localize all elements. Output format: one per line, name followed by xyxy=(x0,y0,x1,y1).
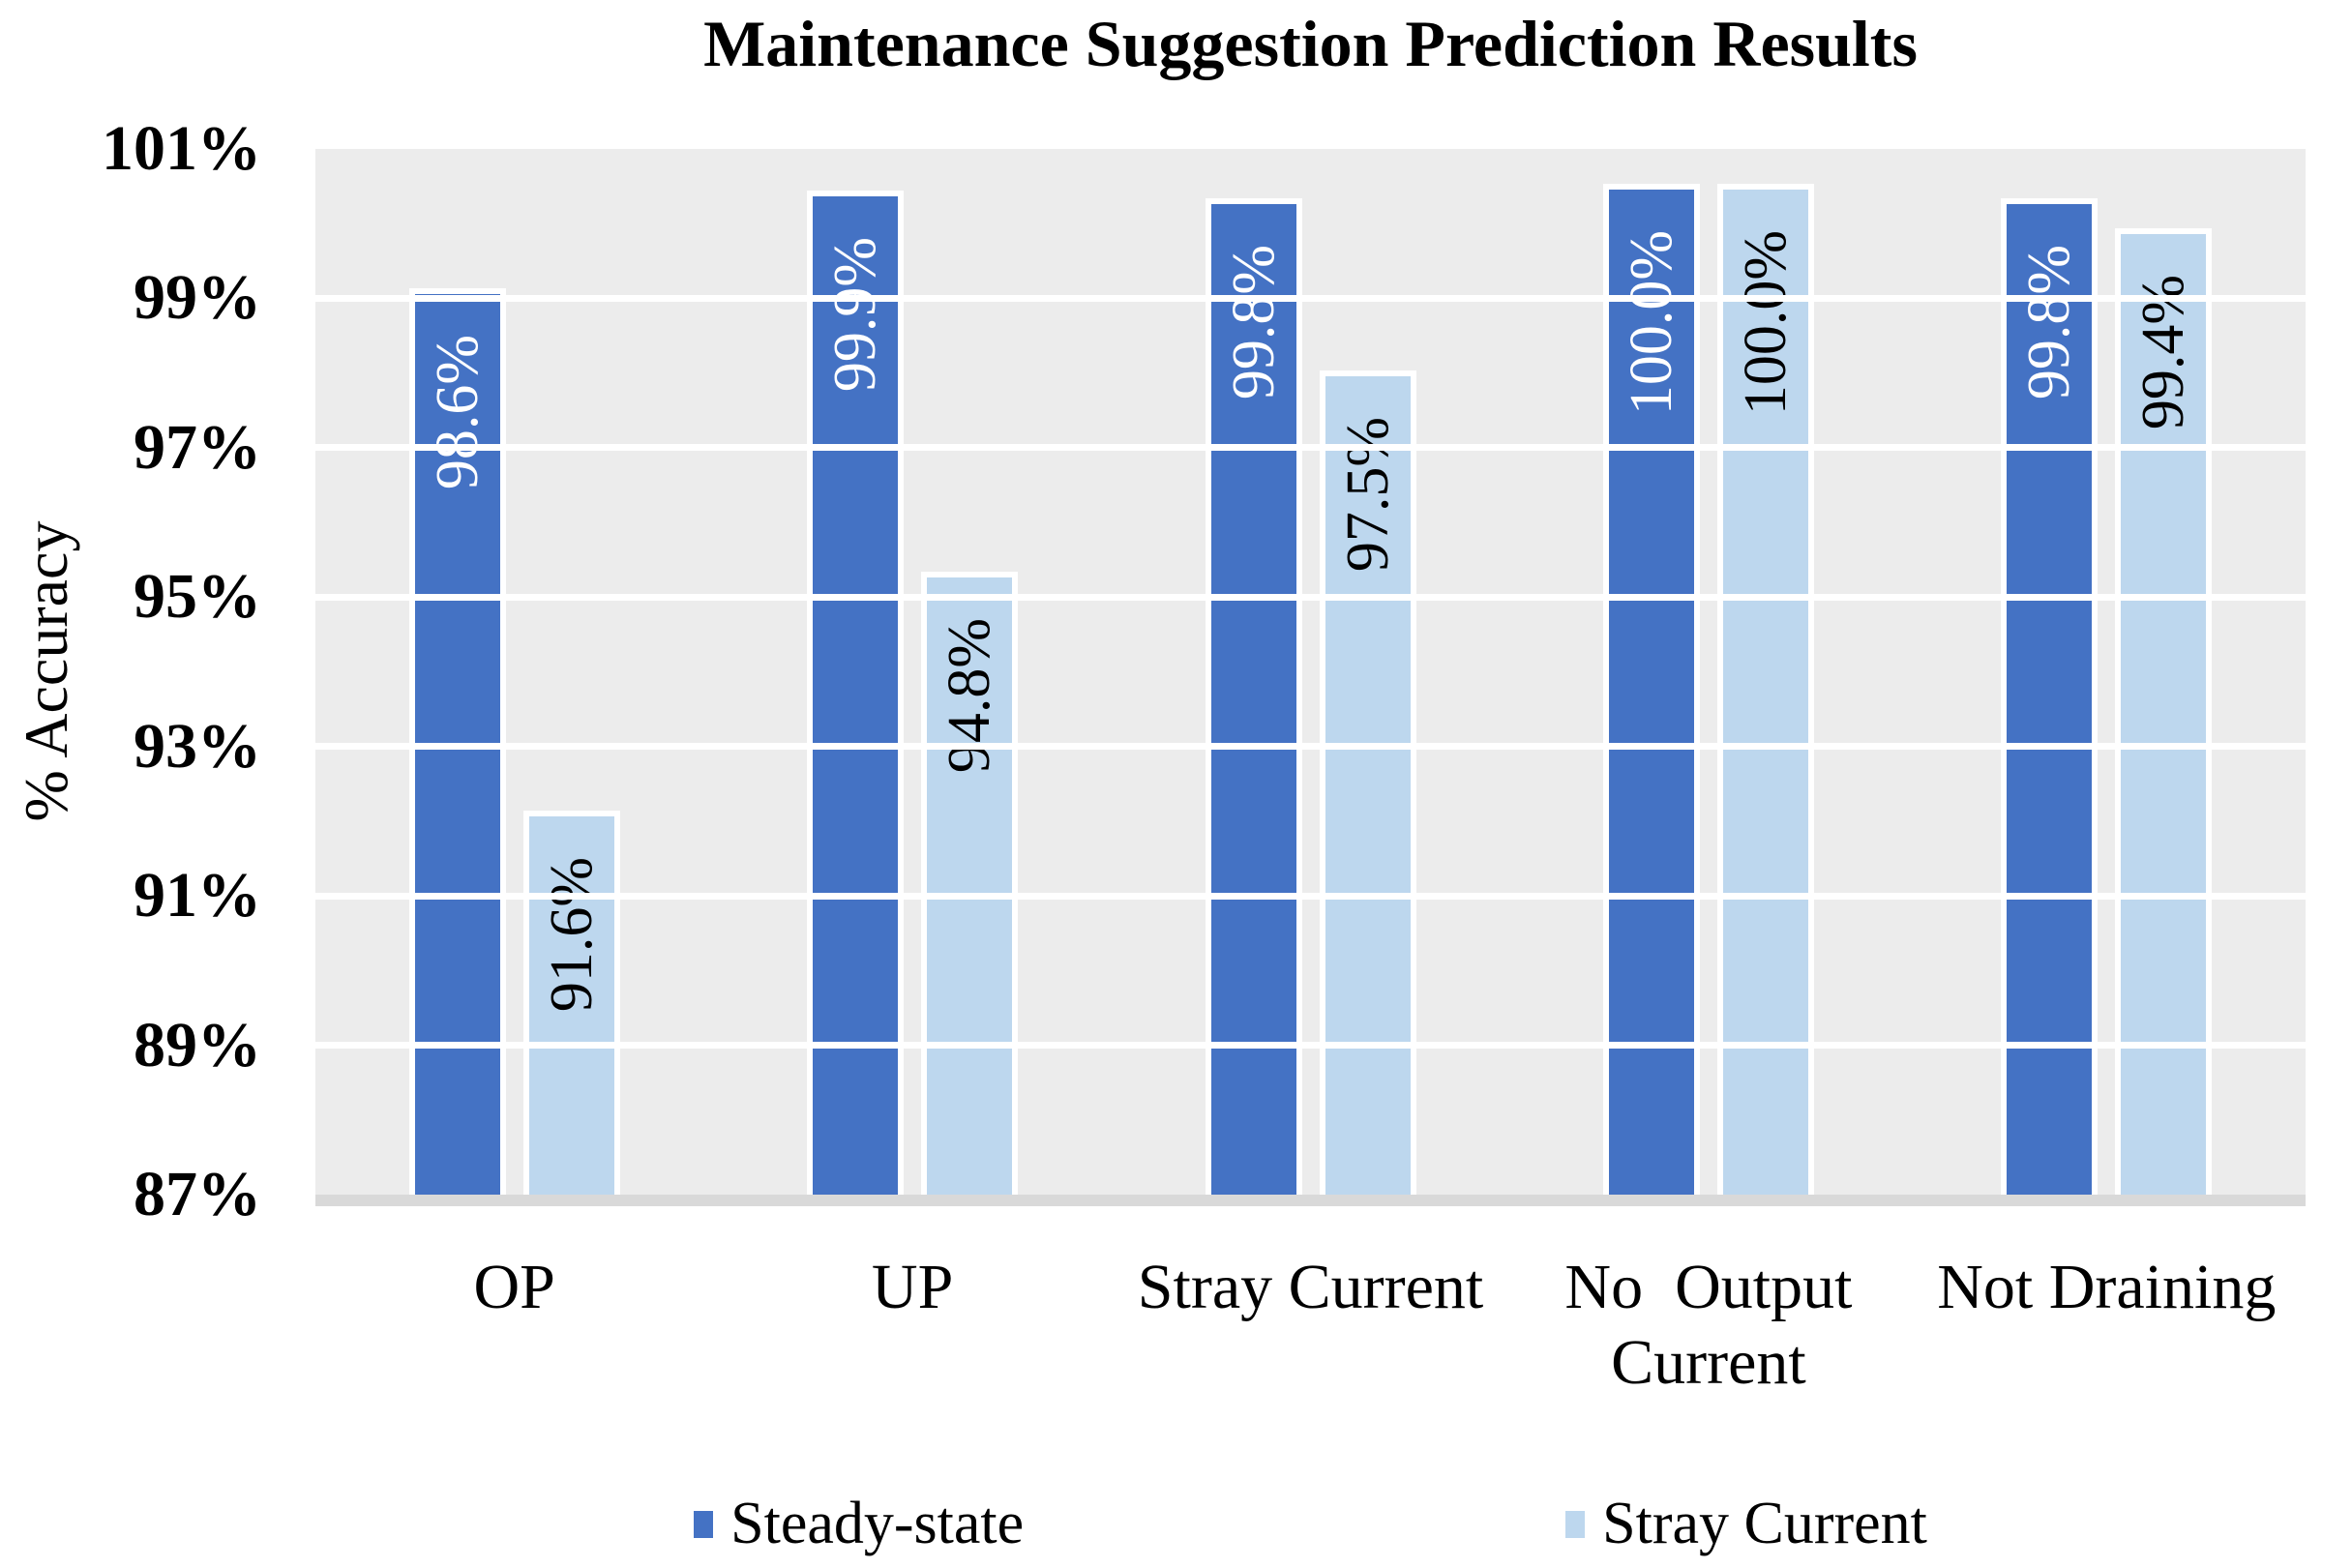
bar-group-3: 99.8% 97.5% xyxy=(1112,149,1509,1195)
y-axis-tick: 91% xyxy=(134,860,261,932)
y-axis-tick: 93% xyxy=(134,710,261,782)
x-axis-tick: Not Draining xyxy=(1908,1250,2306,1401)
chart-title: Maintenance Suggestion Prediction Result… xyxy=(703,7,1918,80)
legend: Steady-state Stray Current xyxy=(315,1490,2306,1558)
bar-value-label: 99.8% xyxy=(1220,245,1287,400)
bar: 99.8% xyxy=(1205,198,1302,1195)
x-axis-tick: UP xyxy=(713,1250,1111,1401)
bar-value-label: 97.5% xyxy=(1334,417,1401,573)
legend-item: Stray Current xyxy=(1565,1490,1927,1558)
legend-label: Stray Current xyxy=(1602,1491,1927,1556)
bar: 100.0% xyxy=(1716,184,1814,1195)
legend-swatch-icon xyxy=(1565,1510,1586,1538)
y-axis-tick: 99% xyxy=(134,262,261,334)
gridline xyxy=(315,1042,2306,1050)
legend-swatch-icon xyxy=(694,1510,714,1538)
gridline xyxy=(315,444,2306,452)
bar: 99.9% xyxy=(807,191,905,1195)
bar: 99.8% xyxy=(2001,198,2099,1195)
bar: 99.4% xyxy=(2115,228,2213,1195)
x-axis-tick-label: OP xyxy=(473,1252,555,1322)
bar-value-label: 100.0% xyxy=(1732,230,1799,416)
x-axis-tick: OP xyxy=(315,1250,713,1401)
x-axis-tick-label: No Output Current xyxy=(1564,1252,1868,1398)
x-axis-tick: Stray Current xyxy=(1112,1250,1509,1401)
y-axis-tick: 89% xyxy=(134,1009,261,1080)
bar-value-label: 91.6% xyxy=(538,857,605,1013)
bar: 94.8% xyxy=(921,572,1019,1195)
y-axis-tick-labels: 101% 99% 97% 95% 93% 91% 89% 87% xyxy=(0,0,261,1568)
x-axis-tick-labels: OP UP Stray Current No Output Current Not Dr… xyxy=(315,1250,2306,1401)
x-axis-tick-label: UP xyxy=(871,1252,954,1322)
bar-groups: 98.6% 91.6% 99.9% 94.8% 99.8% 97.5% 100.0% 100.… xyxy=(315,149,2306,1195)
legend-item: Steady-state xyxy=(694,1490,1024,1558)
bar-value-label: 100.0% xyxy=(1618,230,1684,416)
x-axis-tick: No Output Current xyxy=(1509,1250,1907,1401)
bar: 97.5% xyxy=(1319,370,1416,1195)
bar-group-4: 100.0% 100.0% xyxy=(1509,149,1907,1195)
bar-value-label: 98.6% xyxy=(424,335,491,490)
plot-area: 98.6% 91.6% 99.9% 94.8% 99.8% 97.5% 100.0% 100.… xyxy=(315,149,2306,1195)
y-axis-tick: 87% xyxy=(134,1159,261,1229)
bar-group-5: 99.8% 99.4% xyxy=(1908,149,2306,1195)
gridline xyxy=(315,294,2306,302)
y-axis-tick: 101% xyxy=(102,113,261,184)
y-axis-tick: 97% xyxy=(134,411,261,483)
gridline xyxy=(315,743,2306,751)
y-axis-tick: 95% xyxy=(134,561,261,633)
bar: 98.6% xyxy=(408,288,506,1195)
gridline xyxy=(315,593,2306,601)
bar-group-1: 98.6% 91.6% xyxy=(315,149,713,1195)
gridline xyxy=(315,892,2306,900)
x-axis-tick-label: Stray Current xyxy=(1137,1252,1484,1322)
x-axis-tick-label: Not Draining xyxy=(1937,1252,2277,1322)
bar-value-label: 99.8% xyxy=(2016,245,2083,400)
bar: 91.6% xyxy=(522,811,620,1195)
bar-value-label: 99.9% xyxy=(822,237,889,393)
legend-label: Steady-state xyxy=(730,1491,1025,1556)
x-axis-line xyxy=(315,1195,2306,1206)
bar: 100.0% xyxy=(1602,184,1700,1195)
bar-group-2: 99.9% 94.8% xyxy=(713,149,1111,1195)
